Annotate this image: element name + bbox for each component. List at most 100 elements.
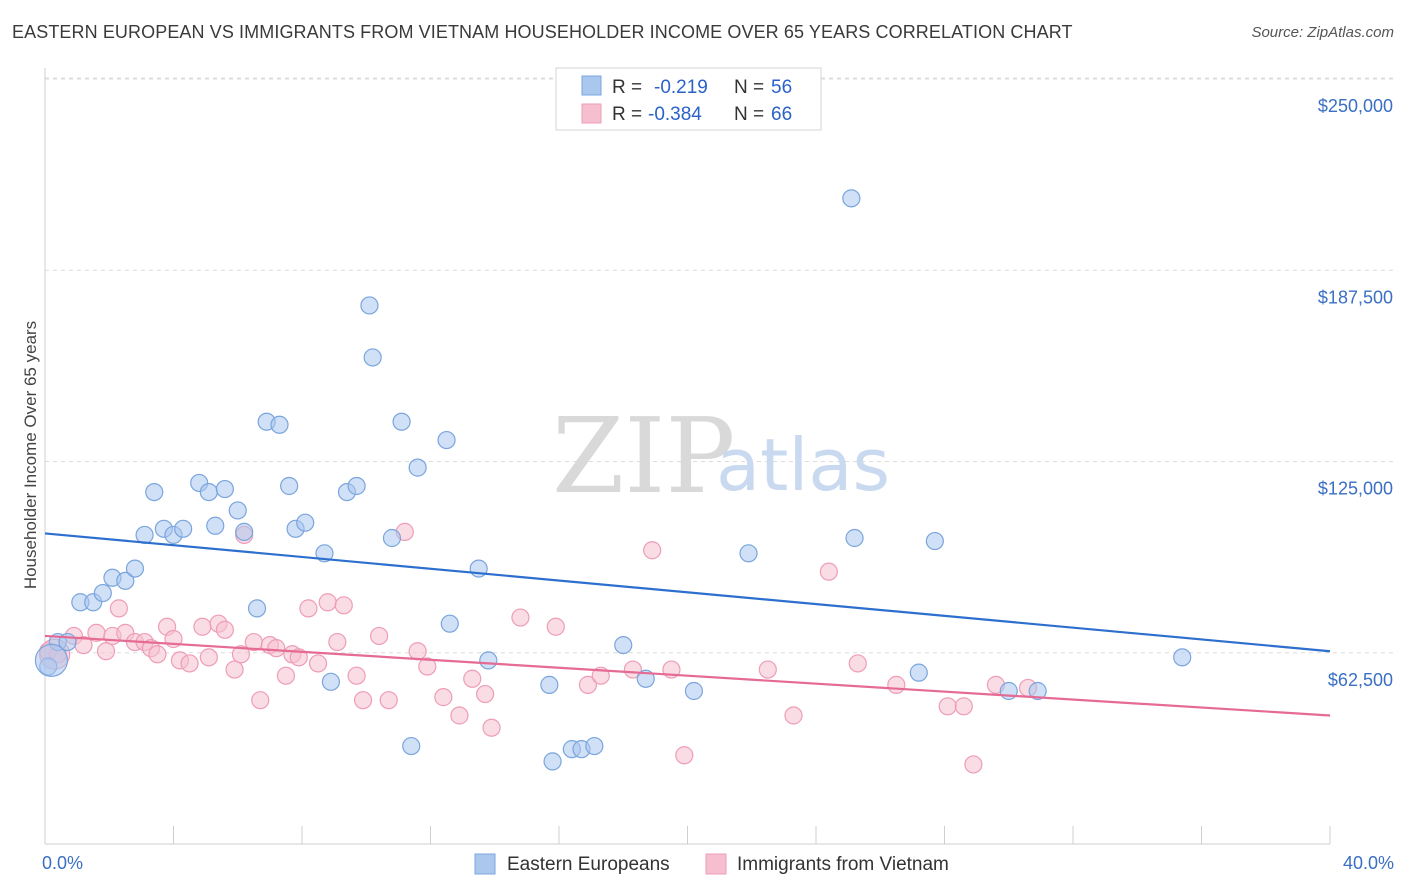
vietnam-point-35 bbox=[334, 596, 353, 615]
eastern-european-point-25 bbox=[296, 513, 315, 532]
legend-r-label-pink: R = bbox=[612, 104, 642, 125]
vietnam-point-20 bbox=[215, 620, 234, 639]
series-immigrants-from-vietnam bbox=[39, 522, 1038, 774]
legend-n-label-blue: N = bbox=[734, 77, 764, 98]
eastern-european-point-9 bbox=[135, 525, 154, 545]
eastern-european-point-27 bbox=[321, 672, 341, 691]
axes bbox=[44, 68, 1331, 845]
trendline-eastern-europeans bbox=[44, 532, 1331, 653]
eastern-european-point-15 bbox=[199, 483, 218, 502]
eastern-european-point-10 bbox=[145, 483, 164, 502]
eastern-european-point-32 bbox=[382, 528, 402, 548]
series-legend: Eastern Europeans Immigrants from Vietna… bbox=[474, 853, 949, 875]
correlation-legend: R = -0.219 N = 56 R = -0.384 N = 66 bbox=[555, 67, 822, 131]
y-axis-title: Householder Income Over 65 years bbox=[21, 321, 40, 589]
vietnam-point-25 bbox=[251, 691, 270, 710]
vietnam-point-46 bbox=[476, 684, 495, 704]
vietnam-point-60 bbox=[887, 675, 906, 694]
vietnam-point-61 bbox=[938, 697, 957, 716]
vietnam-point-22 bbox=[231, 645, 251, 664]
eastern-european-point-41 bbox=[543, 752, 562, 771]
eastern-european-point-36 bbox=[437, 430, 456, 450]
y-tick-labels: $62,500 $125,000 $187,500 $250,000 bbox=[1318, 96, 1393, 690]
eastern-european-point-47 bbox=[684, 681, 704, 701]
y-tick-label-3: $250,000 bbox=[1318, 96, 1393, 116]
trendline-immigrants-from-vietnam bbox=[44, 634, 1331, 717]
vietnam-point-34 bbox=[328, 632, 347, 652]
vietnam-point-5 bbox=[96, 642, 116, 661]
vietnam-point-57 bbox=[784, 706, 803, 725]
vietnam-point-7 bbox=[109, 599, 128, 618]
eastern-european-point-17 bbox=[215, 479, 234, 499]
vietnam-point-59 bbox=[848, 654, 867, 673]
y-tick-label-2: $187,500 bbox=[1318, 287, 1393, 307]
vietnam-point-31 bbox=[299, 599, 318, 618]
vietnam-point-48 bbox=[511, 608, 530, 627]
legend-n-value-blue: 56 bbox=[771, 77, 792, 98]
eastern-european-point-51 bbox=[909, 663, 928, 682]
eastern-european-point-37 bbox=[440, 614, 459, 633]
x-tick-label-min: 0.0% bbox=[42, 853, 83, 873]
vietnam-point-27 bbox=[267, 639, 286, 658]
eastern-european-point-35 bbox=[408, 458, 427, 477]
series-legend-swatch-pink bbox=[705, 853, 727, 875]
vietnam-point-58 bbox=[819, 562, 838, 581]
series-legend-label-pink: Immigrants from Vietnam bbox=[737, 854, 949, 875]
eastern-european-point-40 bbox=[540, 675, 559, 694]
vietnam-point-37 bbox=[353, 691, 373, 710]
eastern-european-point-49 bbox=[842, 189, 861, 208]
vietnam-point-12 bbox=[148, 645, 167, 664]
eastern-european-point-45 bbox=[614, 635, 633, 655]
eastern-european-point-31 bbox=[363, 348, 382, 367]
eastern-european-point-46 bbox=[636, 669, 655, 688]
eastern-european-point-8 bbox=[125, 559, 145, 578]
legend-swatch-pink bbox=[581, 103, 602, 124]
series-legend-swatch-blue bbox=[474, 853, 496, 875]
vietnam-point-16 bbox=[180, 654, 199, 673]
series-eastern-europeans bbox=[34, 189, 1192, 771]
vietnam-point-47 bbox=[482, 718, 501, 737]
vietnam-point-18 bbox=[199, 648, 218, 667]
vietnam-point-33 bbox=[318, 593, 337, 612]
vietnam-point-49 bbox=[546, 617, 565, 636]
legend-n-label-pink: N = bbox=[734, 104, 764, 125]
source-label: Source: ZipAtlas.com bbox=[1251, 24, 1394, 41]
eastern-european-point-54 bbox=[1028, 681, 1047, 701]
vietnam-point-50 bbox=[578, 675, 598, 694]
chart-title: EASTERN EUROPEAN VS IMMIGRANTS FROM VIET… bbox=[12, 22, 1073, 42]
vietnam-point-45 bbox=[463, 669, 482, 688]
vietnam-point-53 bbox=[643, 541, 662, 560]
eastern-european-point-19 bbox=[235, 522, 254, 541]
eastern-european-point-30 bbox=[360, 296, 379, 315]
eastern-european-point-22 bbox=[270, 415, 289, 434]
vietnam-point-17 bbox=[193, 617, 212, 636]
vietnam-point-43 bbox=[434, 688, 453, 707]
watermark-zip: ZIP bbox=[552, 395, 735, 517]
y-tick-label-0: $62,500 bbox=[1328, 670, 1393, 690]
eastern-european-point-44 bbox=[585, 736, 604, 756]
vietnam-point-21 bbox=[225, 660, 244, 679]
eastern-european-point-39 bbox=[479, 651, 498, 670]
eastern-european-point-20 bbox=[247, 599, 267, 618]
eastern-european-point-50 bbox=[845, 528, 864, 548]
eastern-european-cluster-point bbox=[34, 643, 69, 678]
legend-r-label-blue: R = bbox=[612, 77, 642, 98]
legend-r-value-pink: -0.384 bbox=[648, 104, 702, 125]
eastern-european-point-48 bbox=[739, 544, 758, 563]
vietnam-point-62 bbox=[964, 755, 983, 774]
vietnam-point-28 bbox=[276, 666, 296, 685]
eastern-european-point-18 bbox=[228, 501, 247, 520]
y-tick-label-1: $125,000 bbox=[1318, 479, 1393, 499]
trendlines bbox=[44, 532, 1331, 717]
eastern-european-point-23 bbox=[280, 476, 299, 496]
vietnam-point-56 bbox=[758, 660, 777, 679]
eastern-european-point-13 bbox=[174, 519, 193, 538]
vietnam-point-41 bbox=[408, 642, 427, 661]
legend-swatch-blue bbox=[581, 75, 602, 96]
eastern-european-point-29 bbox=[347, 476, 366, 496]
vietnam-point-32 bbox=[308, 654, 328, 673]
eastern-european-point-7 bbox=[116, 571, 135, 590]
x-tick-label-max: 40.0% bbox=[1343, 853, 1394, 873]
gridlines bbox=[45, 77, 1394, 654]
